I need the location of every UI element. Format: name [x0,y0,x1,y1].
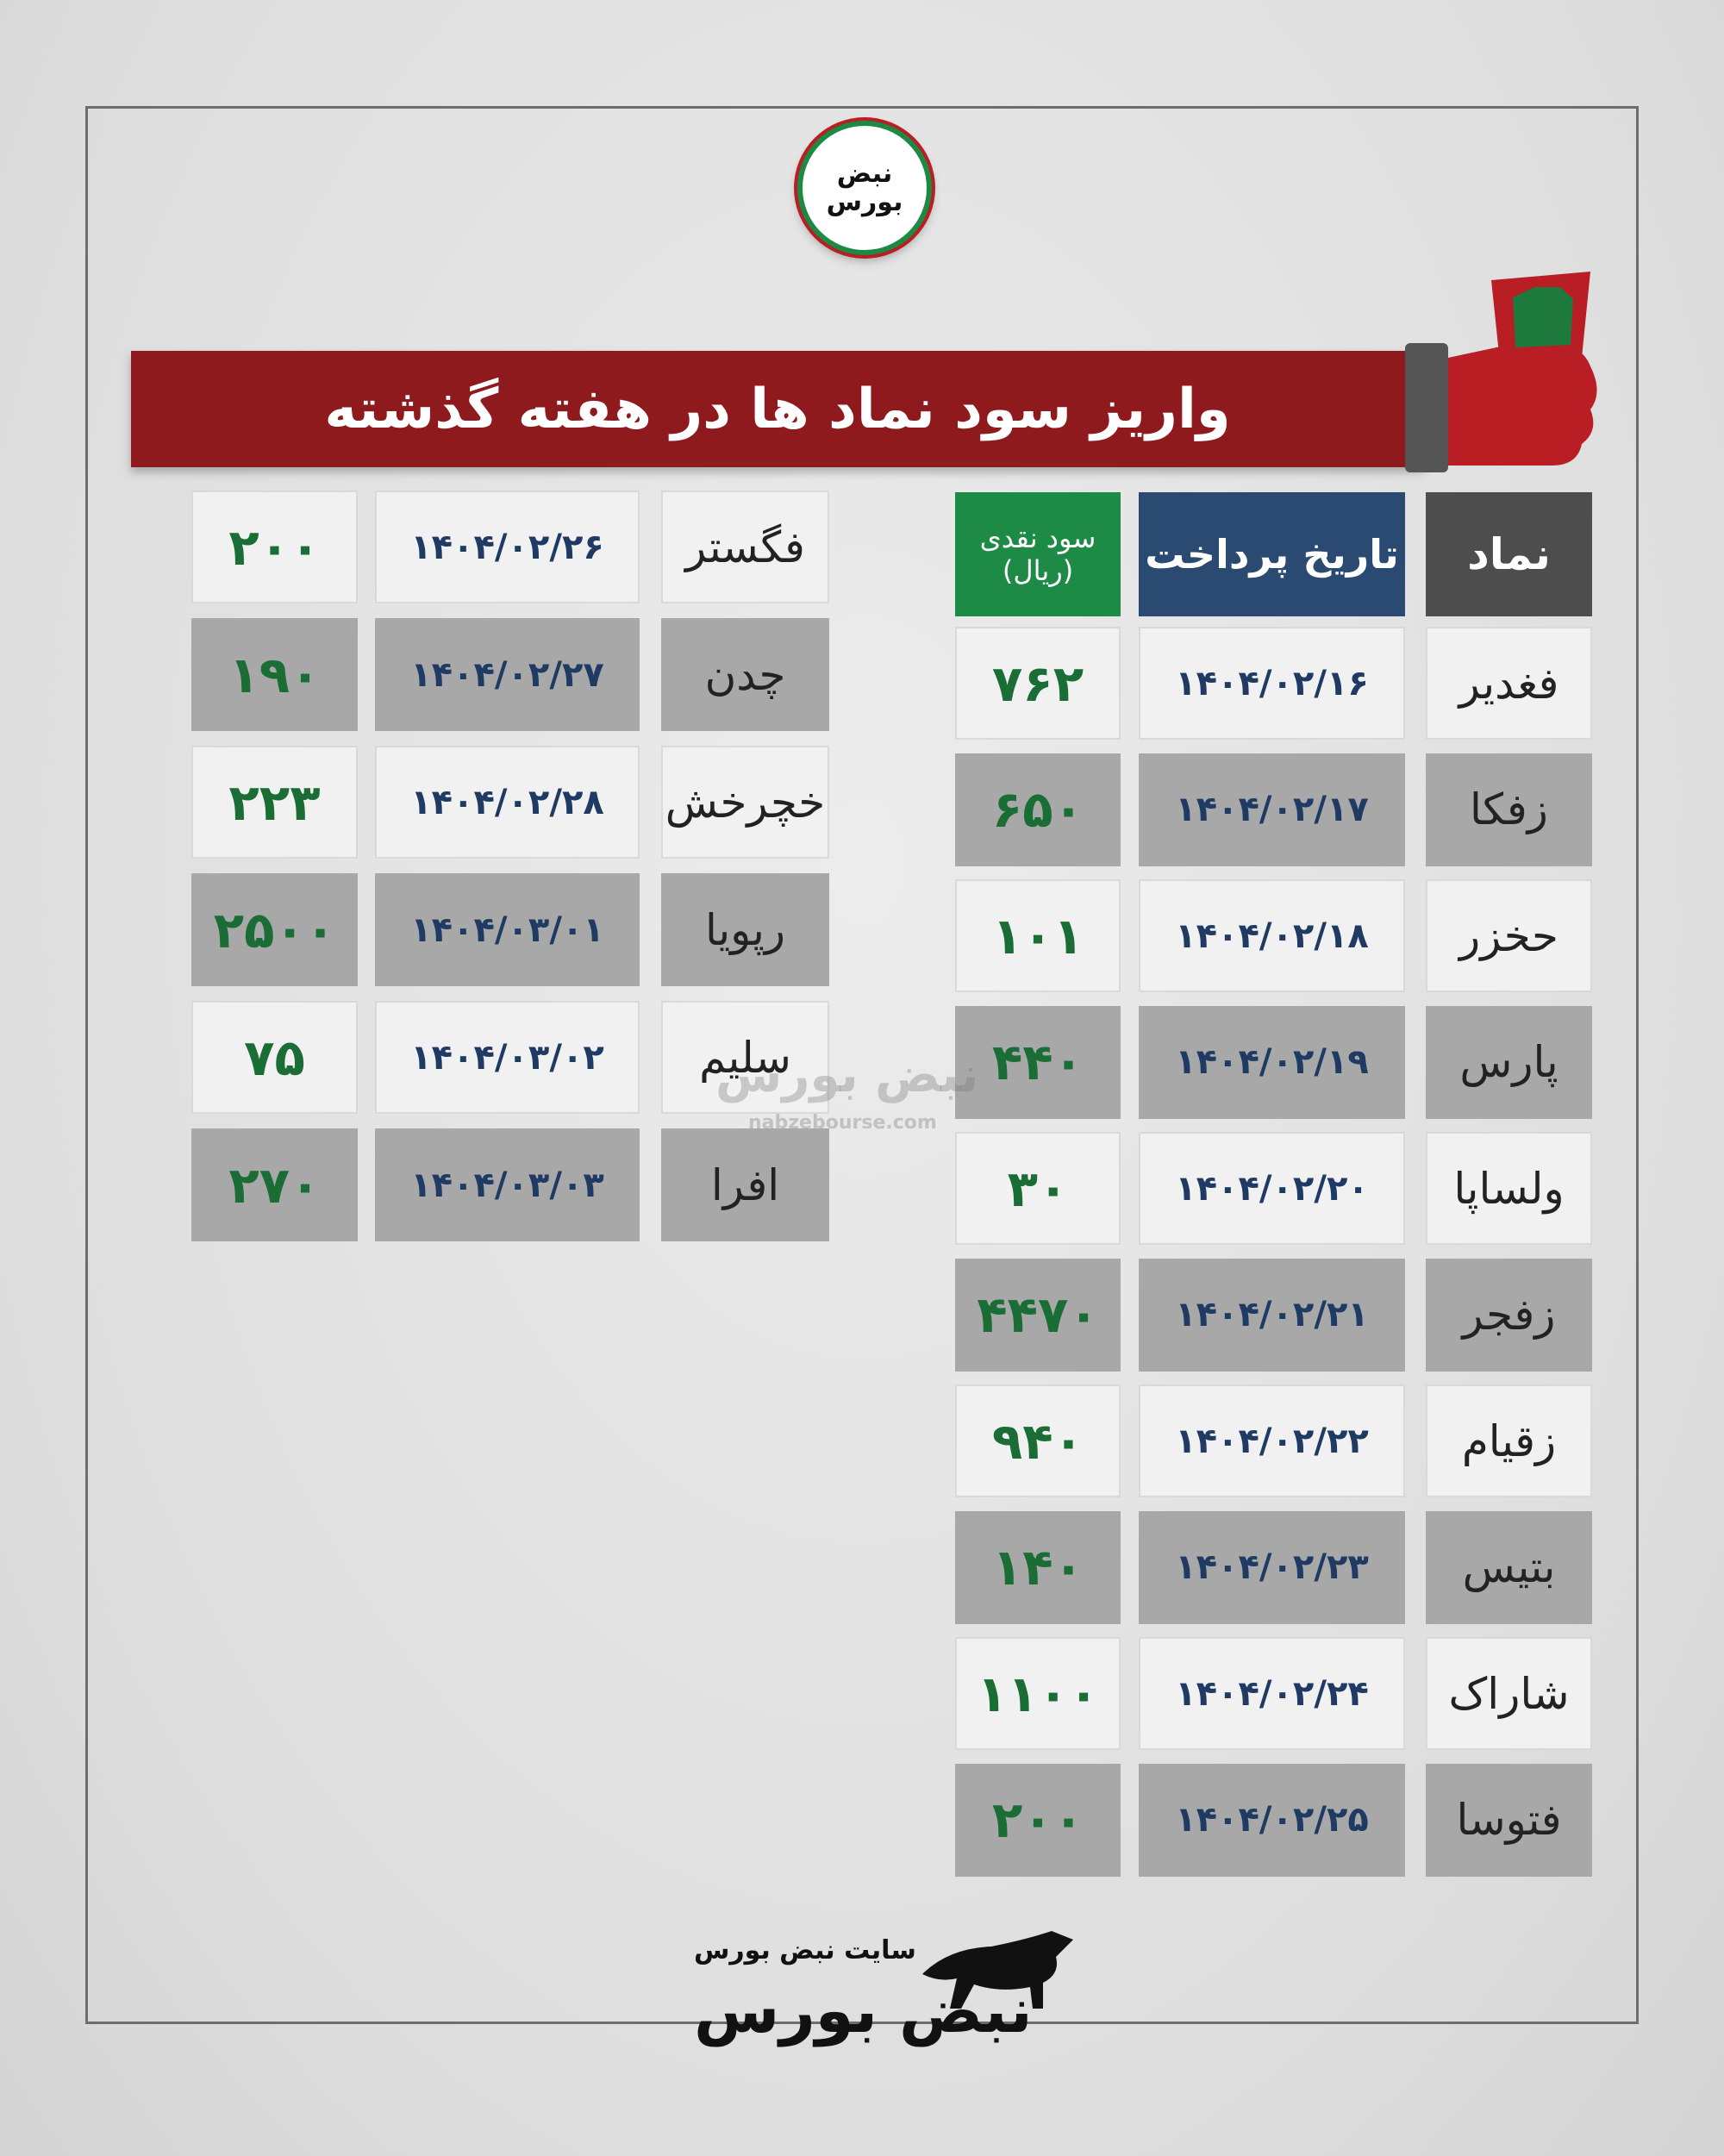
header-text: (ریال) [1002,554,1074,587]
frame [85,106,1639,2024]
date-cell: ۱۴۰۴/۰۲/۱۹ [1139,1005,1405,1119]
date-cell: ۱۴۰۴/۰۲/۲۰ [1139,1132,1405,1245]
symbol-cell: پارس [1426,1005,1592,1119]
fist [1448,341,1597,466]
symbol-cell: افرا [661,1128,829,1241]
symbol-cell: زفکا [1426,753,1592,866]
dividend-cell: ۳۰ [955,1132,1121,1245]
symbol-cell: شاراک [1426,1637,1592,1750]
date-cell: ۱۴۰۴/۰۲/۲۳ [1139,1510,1405,1624]
date-cell: ۱۴۰۴/۰۳/۰۱ [375,873,640,986]
symbol-cell: ولساپا [1426,1132,1592,1245]
date-cell: ۱۴۰۴/۰۲/۱۶ [1139,627,1405,740]
dividend-cell: ۴۴۷۰ [955,1258,1121,1372]
card-inner [1513,287,1573,347]
date-cell: ۱۴۰۴/۰۲/۲۶ [375,491,640,603]
dividend-cell: ۶۵۰ [955,753,1121,866]
dividend-cell: ۲۵۰۰ [191,873,358,986]
date-cell: ۱۴۰۴/۰۲/۲۴ [1139,1637,1405,1750]
symbol-cell: سلیم [661,1001,829,1114]
symbol-cell: حخزر [1426,879,1592,992]
date-cell: ۱۴۰۴/۰۲/۲۲ [1139,1384,1405,1497]
dividend-cell: ۱۹۰ [191,618,358,731]
title-banner: واریز سود نماد ها در هفته گذشته [131,351,1424,467]
header-date: تاریخ پرداخت [1139,492,1405,616]
hand-icon [1405,272,1597,472]
header-symbol: نماد [1426,492,1592,616]
symbol-cell: زقیام [1426,1384,1592,1497]
date-cell: ۱۴۰۴/۰۲/۲۷ [375,618,640,731]
date-cell: ۱۴۰۴/۰۳/۰۳ [375,1128,640,1241]
symbol-cell: بتیس [1426,1510,1592,1624]
date-cell: ۱۴۰۴/۰۲/۱۷ [1139,753,1405,866]
dividend-cell: ۲۷۰ [191,1128,358,1241]
symbol-cell: فتوسا [1426,1763,1592,1877]
symbol-cell: فغدیر [1426,627,1592,740]
date-cell: ۱۴۰۴/۰۲/۲۸ [375,746,640,859]
title: واریز سود نماد ها در هفته گذشته [324,377,1231,441]
date-cell: ۱۴۰۴/۰۲/۲۱ [1139,1258,1405,1372]
bull-icon [922,1931,1073,2009]
bull [922,1931,1073,2009]
symbol-cell: زفجر [1426,1258,1592,1372]
symbol-cell: چدن [661,618,829,731]
header-text: سود نقدی [979,522,1096,554]
dividend-cell: ۲۲۳ [191,746,358,859]
symbol-cell: فگستر [661,491,829,603]
dividend-cell: ۹۴۰ [955,1384,1121,1497]
watermark-url: nabzebourse.com [748,1112,937,1134]
dividend-cell: ۱۴۰ [955,1510,1121,1624]
footer-logo: نبض بورس [694,1974,1033,2047]
date-cell: ۱۴۰۴/۰۲/۱۸ [1139,879,1405,992]
symbol-cell: رپویا [661,873,829,986]
logo: نبض بورس [797,121,932,255]
cuff [1405,343,1448,472]
dividend-cell: ۴۴۰ [955,1005,1121,1119]
logo-text: بورس [826,187,903,217]
dividend-cell: ۱۱۰۰ [955,1637,1121,1750]
footer-caption: سایت نبض بورس [694,1935,916,1965]
header-dividend: سود نقدی (ریال) [955,492,1121,616]
dividend-cell: ۱۰۱ [955,879,1121,992]
symbol-cell: خچرخش [661,746,829,859]
date-cell: ۱۴۰۴/۰۳/۰۲ [375,1001,640,1114]
dividend-cell: ۷۵ [191,1001,358,1114]
logo-text: نبض [836,159,893,189]
watermark-logo: نبض بورس [715,1047,979,1103]
dividend-cell: ۲۰۰ [191,491,358,603]
dividend-cell: ۲۰۰ [955,1763,1121,1877]
dividend-cell: ۷۶۲ [955,627,1121,740]
date-cell: ۱۴۰۴/۰۲/۲۵ [1139,1763,1405,1877]
